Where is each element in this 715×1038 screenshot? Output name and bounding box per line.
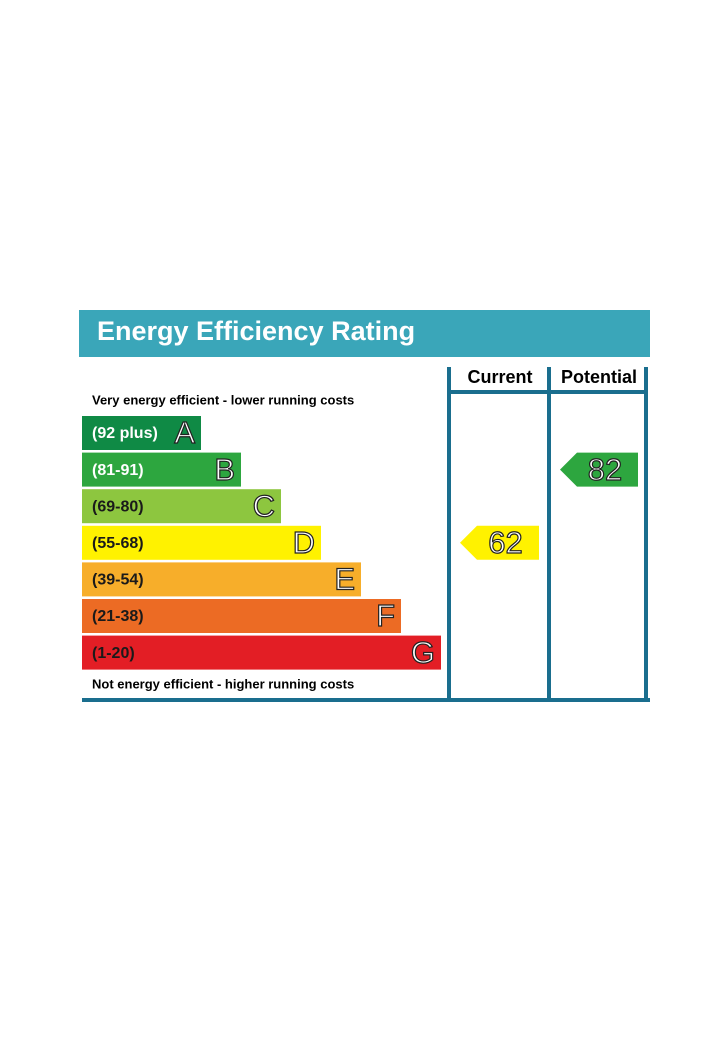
frame-line (82, 698, 650, 702)
frame-line (447, 367, 451, 702)
band (82, 635, 441, 670)
band-letter: F (376, 598, 395, 633)
frame-line (644, 367, 648, 702)
band (82, 525, 321, 560)
band-range: (39-54) (92, 572, 144, 589)
band-letter: B (214, 452, 235, 487)
band (82, 452, 241, 487)
rating-value: 62 (488, 525, 522, 560)
column-header: Current (467, 367, 532, 387)
title: Energy Efficiency Rating (97, 316, 415, 346)
band-letter: A (174, 415, 195, 450)
band-letter: C (253, 488, 275, 523)
rating-arrow (460, 525, 539, 560)
frame-line (447, 390, 648, 394)
band (82, 599, 401, 633)
rating-value: 82 (588, 452, 622, 487)
band-range: (69-80) (92, 498, 144, 515)
frame (82, 367, 650, 702)
band-range: (81-91) (92, 462, 144, 479)
band (82, 416, 201, 450)
band-letter: G (411, 635, 435, 670)
bottom-note: Not energy efficient - higher running co… (92, 676, 354, 691)
band-range: (92 plus) (92, 425, 158, 442)
band-range: (21-38) (92, 608, 144, 625)
band (82, 562, 361, 597)
band-range: (1-20) (92, 645, 135, 662)
band-range: (55-68) (92, 535, 144, 552)
band-letter: D (293, 525, 315, 560)
band (82, 489, 281, 524)
rating-arrow (560, 452, 638, 487)
title-bar (79, 310, 650, 357)
band-letter: E (334, 562, 355, 597)
frame-line (547, 367, 551, 702)
column-header: Potential (561, 367, 637, 387)
top-note: Very energy efficient - lower running co… (92, 392, 354, 407)
